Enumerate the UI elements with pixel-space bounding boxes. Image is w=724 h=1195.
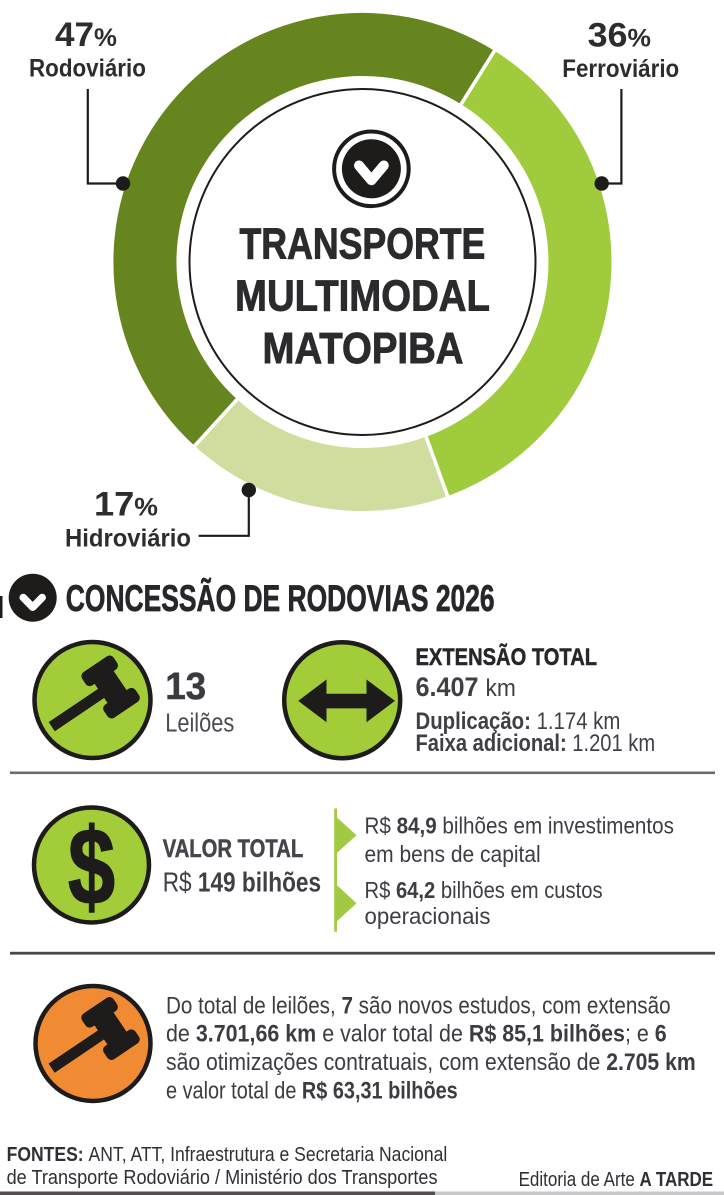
svg-text:e valor total de R$ 63,31 bilh: e valor total de R$ 63,31 bilhões [166, 1076, 458, 1103]
svg-text:de 3.701,66 km e valor total d: de 3.701,66 km e valor total de R$ 85,1 … [166, 1019, 667, 1047]
svg-text:36%: 36% [588, 16, 652, 54]
svg-text:R$ 64,2 bilhões em custos: R$ 64,2 bilhões em custos [365, 877, 603, 904]
svg-text:R$ 149 bilhões: R$ 149 bilhões [163, 867, 321, 898]
svg-text:6.407 km: 6.407 km [416, 674, 516, 703]
svg-text:Ferroviário: Ferroviário [562, 56, 679, 83]
svg-text:Editoria de Arte A TARDE: Editoria de Arte A TARDE [519, 1168, 714, 1191]
svg-text:FONTES: ANT, ATT, Infraestrutu: FONTES: ANT, ATT, Infraestrutura e Secre… [7, 1143, 448, 1165]
svg-text:13: 13 [165, 665, 206, 708]
svg-text:$: $ [68, 806, 115, 928]
svg-text:Hidroviário: Hidroviário [65, 525, 191, 553]
svg-text:Do total de leilões, 7 são nov: Do total de leilões, 7 são novos estudos… [166, 991, 671, 1019]
svg-text:17%: 17% [94, 486, 158, 524]
svg-text:MATOPIBA: MATOPIBA [263, 324, 464, 373]
svg-text:Duplicação: 1.174 km: Duplicação: 1.174 km [416, 708, 621, 735]
svg-text:de Transporte Rodoviário / Min: de Transporte Rodoviário / Ministério do… [7, 1167, 438, 1189]
svg-text:EXTENSÃO TOTAL: EXTENSÃO TOTAL [416, 643, 598, 670]
svg-text:R$ 84,9 bilhões em investiment: R$ 84,9 bilhões em investimentos [365, 813, 674, 839]
svg-text:TRANSPORTE: TRANSPORTE [240, 220, 486, 268]
svg-text:47%: 47% [55, 16, 117, 53]
svg-text:são otimizações contratuais, c: são otimizações contratuais, com extensã… [166, 1048, 696, 1076]
svg-text:Rodoviário: Rodoviário [29, 55, 146, 82]
svg-text:operacionais: operacionais [365, 904, 491, 929]
svg-text:em bens de capital: em bens de capital [365, 841, 541, 867]
svg-text:VALOR TOTAL: VALOR TOTAL [163, 835, 304, 862]
svg-text:Faixa adicional: 1.201 km: Faixa adicional: 1.201 km [416, 730, 656, 757]
svg-text:Leilões: Leilões [165, 709, 234, 738]
svg-text:MULTIMODAL: MULTIMODAL [235, 271, 490, 320]
svg-text:CONCESSÃO DE RODOVIAS 2026: CONCESSÃO DE RODOVIAS 2026 [66, 576, 495, 619]
